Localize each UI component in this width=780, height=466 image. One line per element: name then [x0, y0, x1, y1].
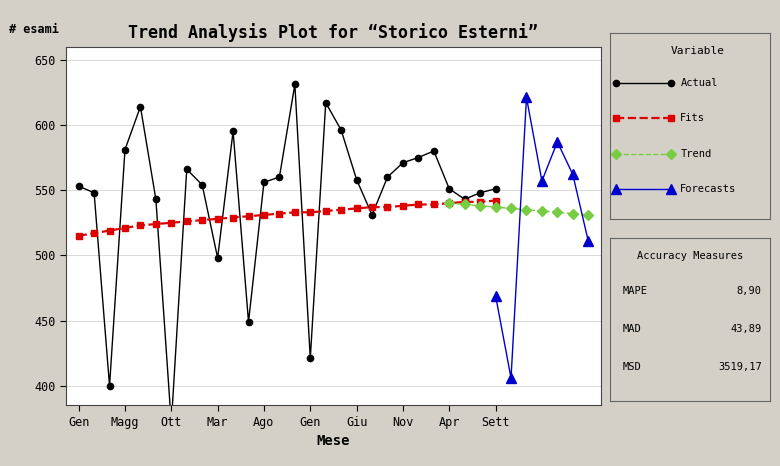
Text: MSD: MSD: [622, 362, 641, 371]
Text: 8,90: 8,90: [737, 287, 762, 296]
Text: Actual: Actual: [680, 78, 718, 88]
Text: Trend: Trend: [680, 149, 711, 159]
X-axis label: Mese: Mese: [317, 434, 350, 448]
Text: MAPE: MAPE: [622, 287, 647, 296]
Text: 3519,17: 3519,17: [718, 362, 762, 371]
Text: Forecasts: Forecasts: [680, 184, 736, 194]
Text: # esami: # esami: [9, 23, 59, 35]
Text: Variable: Variable: [671, 46, 725, 55]
Text: Accuracy Measures: Accuracy Measures: [636, 251, 743, 260]
Text: Fits: Fits: [680, 113, 705, 123]
Text: MAD: MAD: [622, 324, 641, 334]
Title: Trend Analysis Plot for “Storico Esterni”: Trend Analysis Plot for “Storico Esterni…: [129, 23, 538, 42]
Text: 43,89: 43,89: [731, 324, 762, 334]
